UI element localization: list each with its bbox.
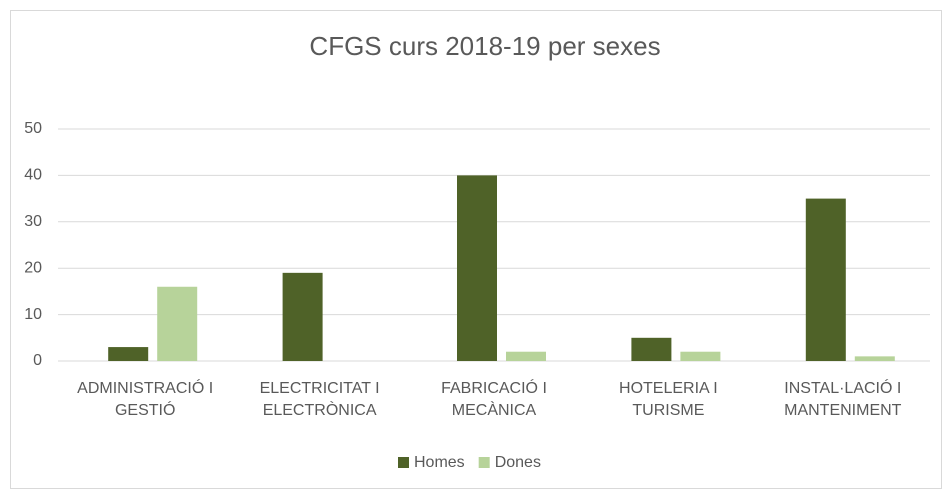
bar (631, 337, 672, 361)
bar (282, 272, 323, 361)
y-tick-label: 0 (33, 352, 42, 369)
bar (457, 175, 497, 361)
y-tick-label: 20 (24, 259, 42, 276)
bar (854, 356, 895, 361)
y-tick-label: 50 (24, 120, 42, 137)
x-tick-label: INSTAL·LACIÓ I MANTENIMENT (784, 380, 902, 419)
legend-swatch (398, 457, 409, 468)
legend-label: Homes (414, 454, 465, 471)
y-tick-label: 10 (24, 306, 42, 323)
x-tick-label: ELECTRICITAT I ELECTRÒNICA (259, 380, 380, 419)
legend-label: Dones (495, 454, 541, 471)
y-tick-label: 30 (24, 213, 42, 230)
x-tick-label: FABRICACIÓ I MECÀNICA (441, 380, 547, 419)
legend-swatch (478, 457, 490, 468)
chart-title: CFGS curs 2018-19 per sexes (309, 31, 660, 61)
bar (680, 351, 721, 361)
bar (506, 351, 546, 361)
bar (108, 347, 149, 361)
bar (805, 198, 846, 361)
x-tick-label: HOTELERIA I TURISME (619, 380, 718, 419)
bar (157, 286, 198, 361)
x-tick-label: ADMINISTRACIÓ I GESTIÓ (77, 380, 214, 419)
y-tick-label: 40 (24, 167, 42, 184)
